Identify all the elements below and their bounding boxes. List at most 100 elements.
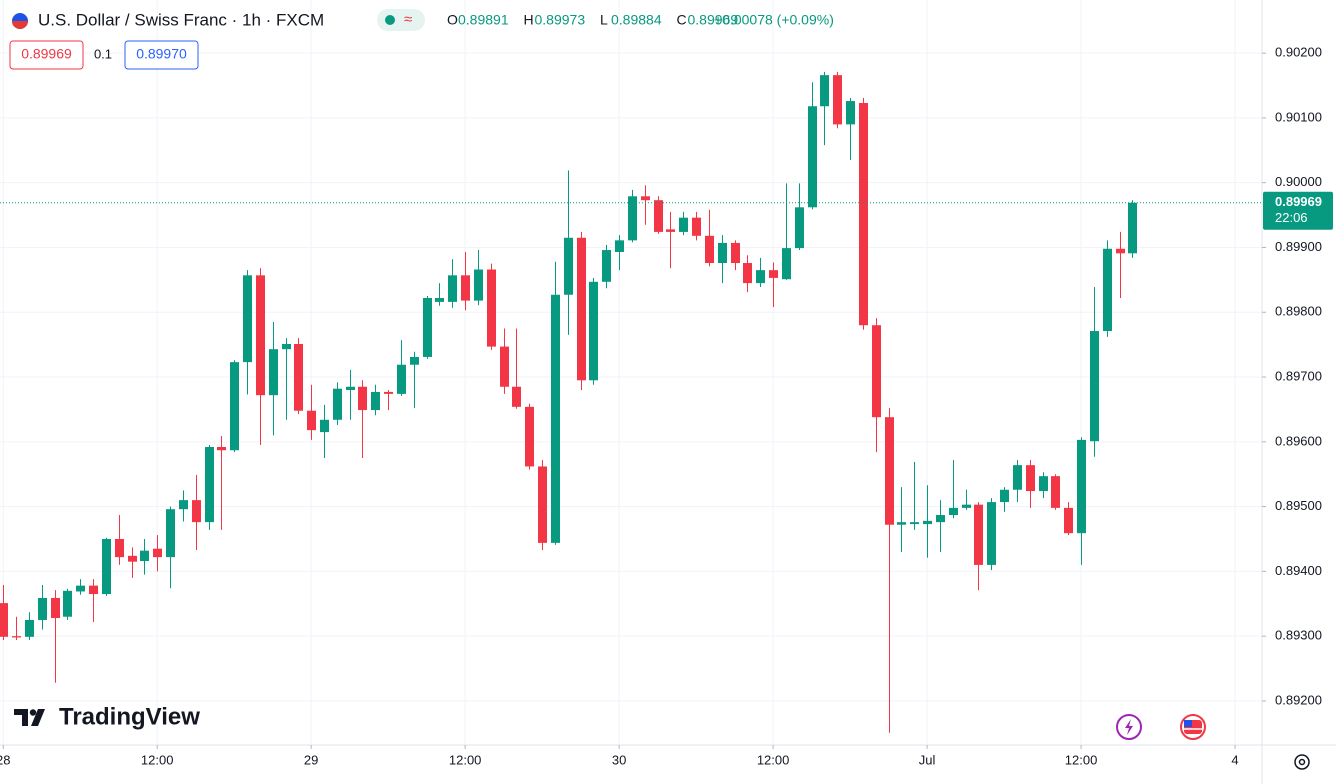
candle-body (192, 500, 201, 523)
candle-body (679, 217, 688, 232)
candle-body (641, 196, 650, 201)
candle-body (179, 500, 188, 510)
candle-body (1077, 439, 1086, 534)
candle-body (756, 270, 765, 284)
candle-body (1103, 248, 1112, 332)
change: +0.00078 (+0.09%) (714, 12, 834, 28)
candle-body (936, 515, 945, 523)
y-tick-label: 0.89200 (1275, 692, 1322, 707)
candle-body (795, 207, 804, 249)
sell-price[interactable]: 0.89969 (21, 46, 72, 62)
ohlc-key: O (447, 12, 458, 28)
ohlc-key: H (524, 12, 534, 28)
candle-body (294, 343, 303, 411)
grid (0, 0, 1262, 745)
events-button[interactable] (1180, 714, 1206, 740)
candle-body (63, 590, 72, 617)
settings-button[interactable] (1294, 754, 1310, 770)
x-tick-label: 12:00 (141, 752, 174, 767)
candle-body (51, 597, 60, 619)
candle-body (897, 522, 906, 525)
candle-body (782, 248, 791, 280)
y-tick-label: 0.89600 (1275, 433, 1322, 448)
x-tick-label: 28 (0, 752, 10, 767)
ohlc-value: 0.89884 (611, 12, 662, 28)
candle-body (410, 356, 419, 365)
candle-body (859, 103, 868, 326)
candle-body (833, 75, 842, 125)
market-status (385, 15, 395, 25)
candle-body (12, 636, 21, 638)
candle-body (885, 417, 894, 525)
candle-body (949, 507, 958, 516)
candle-body (115, 538, 124, 558)
candle-body (0, 603, 8, 637)
candle-body (1090, 331, 1099, 442)
candle-body (217, 447, 226, 451)
logo[interactable]: TradingView (14, 703, 200, 730)
candle-body (666, 229, 675, 232)
buy-price[interactable]: 0.89970 (136, 46, 187, 62)
spread: 0.1 (94, 46, 112, 61)
candle-body (128, 555, 137, 562)
candle-body (38, 597, 47, 620)
candle-body (589, 281, 598, 381)
lightning-button[interactable] (1116, 714, 1142, 740)
x-tick-label: 29 (304, 752, 318, 767)
candle-body (102, 538, 111, 595)
x-tick-label: 12:00 (449, 752, 482, 767)
candle-body (743, 263, 752, 284)
countdown: 22:06 (1275, 210, 1308, 225)
x-tick-label: 12:00 (757, 752, 790, 767)
candle-body (76, 585, 85, 592)
candle-body (333, 388, 342, 420)
sell-button[interactable] (9, 40, 84, 70)
candle-body (307, 410, 316, 431)
candle-body (910, 522, 919, 525)
candle-body (397, 364, 406, 394)
candle-body (500, 346, 509, 387)
status-badge[interactable] (377, 9, 425, 31)
candle-body (628, 196, 637, 241)
candle-body (1000, 489, 1009, 503)
candle-body (551, 294, 560, 543)
buy-button[interactable] (124, 40, 199, 70)
ohlc-value: 0.89969 (688, 12, 739, 28)
y-tick-label: 0.90200 (1275, 45, 1322, 60)
candle-body (987, 502, 996, 565)
ohlc-value: 0.89891 (458, 12, 509, 28)
symbol-icon[interactable] (12, 13, 28, 29)
symbol-title[interactable]: U.S. Dollar / Swiss Franc · 1h · FXCM (38, 10, 324, 29)
candles (0, 71, 1262, 733)
y-tick-label: 0.89700 (1275, 368, 1322, 383)
candle-body (320, 419, 329, 433)
candle-body (1128, 202, 1137, 254)
candle-body (358, 386, 367, 411)
y-tick-label: 0.89500 (1275, 498, 1322, 513)
candle-body (371, 391, 380, 411)
ohlc-key: L (600, 12, 608, 28)
candle-body (846, 101, 855, 125)
y-tick-label: 0.90000 (1275, 174, 1322, 189)
candle-body (346, 386, 355, 390)
candle-body (89, 585, 98, 595)
candle-body (435, 298, 444, 302)
candle-body (820, 75, 829, 107)
x-tick-label: 4 (1231, 752, 1238, 767)
candle-body (282, 343, 291, 350)
x-tick-label: Jul (919, 752, 936, 767)
candle-body (166, 509, 175, 558)
candle-body (974, 504, 983, 565)
ohlc-legend: O 0.89891 H 0.89973 L 0.89884 C 0.89969 (447, 12, 738, 28)
logo-text: TradingView (59, 703, 200, 730)
candle-body (654, 200, 663, 232)
candle-body (1116, 248, 1125, 254)
candle-body (923, 520, 932, 525)
axes: 0.90200 0.90100 0.90000 0.89900 0.89800 0.897… (0, 45, 1333, 767)
candle-body (962, 504, 971, 508)
candle-body (230, 362, 239, 451)
y-tick-label: 0.89300 (1275, 628, 1322, 643)
candle-body (474, 269, 483, 301)
candle-body (769, 270, 778, 278)
